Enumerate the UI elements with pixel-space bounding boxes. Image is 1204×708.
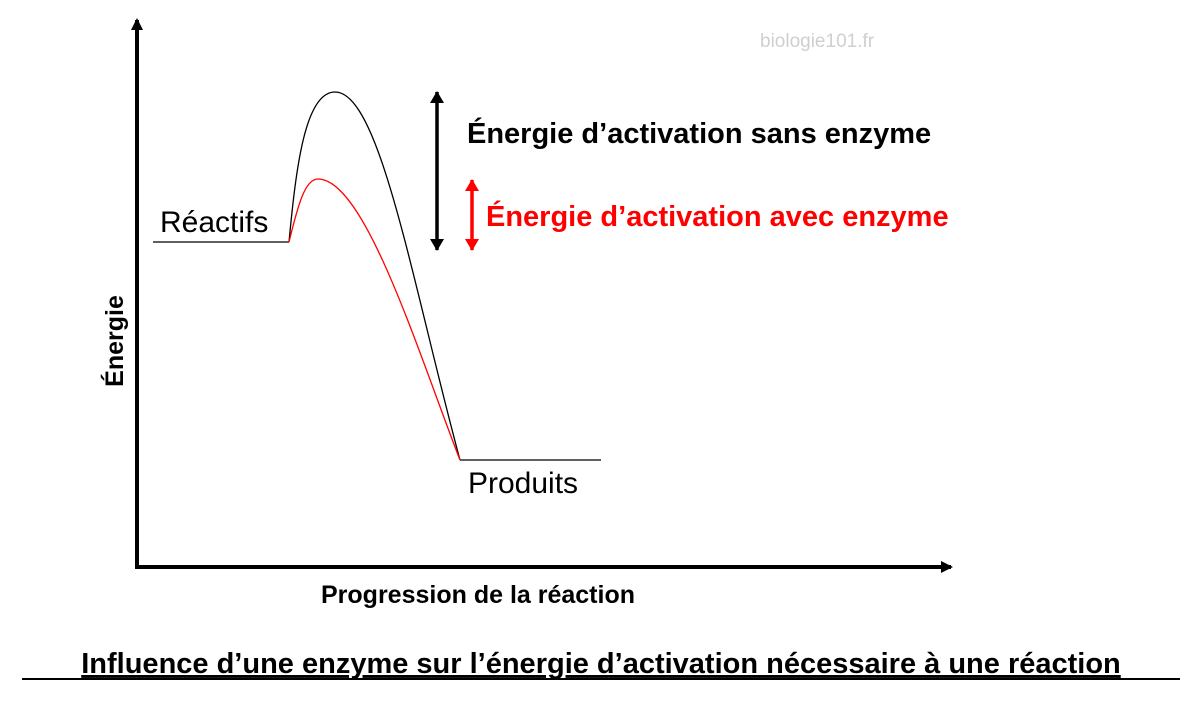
reactants-label: Réactifs: [160, 206, 268, 239]
curve-with-enzyme: [288, 178, 461, 461]
watermark: biologie101.fr: [760, 31, 875, 52]
activation-without-label: Énergie d’activation sans enzyme: [467, 116, 931, 150]
y-axis-label: Énergie: [100, 295, 129, 387]
curve-without-enzyme: [288, 91, 461, 461]
activation-with-label: Énergie d’activation avec enzyme: [486, 199, 949, 233]
products-label: Produits: [468, 467, 578, 500]
diagram-caption: Influence d’une enzyme sur l’énergie d’a…: [81, 648, 1121, 680]
x-axis-label: Progression de la réaction: [321, 581, 635, 609]
